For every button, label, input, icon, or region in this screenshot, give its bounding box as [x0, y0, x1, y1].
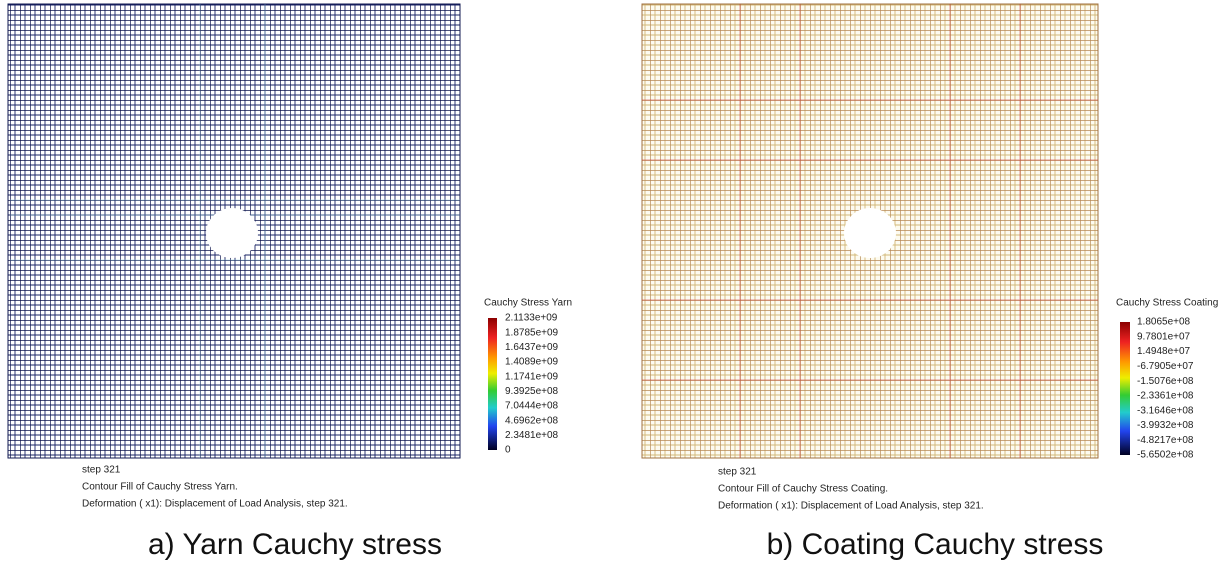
subfigure-label: a) Yarn Cauchy stress [148, 528, 442, 561]
legend-label: 1.1741e+09 [505, 371, 559, 382]
legend-label: 1.8065e+08 [1137, 317, 1191, 328]
page: Cauchy Stress Yarn 2.1133e+09 1.8785e+09 1.… [0, 0, 1232, 566]
legend-label: 1.4089e+09 [505, 357, 559, 368]
legend-label: 1.6437e+09 [505, 342, 559, 353]
legend-label: 1.8785e+09 [505, 327, 559, 338]
caption-line: Contour Fill of Cauchy Stress Yarn. [82, 482, 238, 493]
legend-label: -4.8217e+08 [1137, 435, 1194, 446]
legend-label: 2.3481e+08 [505, 430, 559, 441]
legend-label: -2.3361e+08 [1137, 391, 1194, 402]
legend-label: 0 [505, 445, 511, 456]
legend-label: 9.3925e+08 [505, 386, 559, 397]
legend-label: 2.1133e+09 [505, 313, 558, 324]
caption-line: Deformation ( x1): Displacement of Load … [82, 499, 348, 510]
color-bar [1120, 322, 1130, 455]
color-bar [488, 318, 497, 450]
figure: Cauchy Stress Yarn 2.1133e+09 1.8785e+09 1.… [0, 0, 1232, 566]
legend-label: -3.9932e+08 [1137, 420, 1194, 431]
legend-label: 1.4948e+07 [1137, 346, 1191, 357]
subfigure-label: b) Coating Cauchy stress [767, 528, 1104, 561]
legend-label: 7.0444e+08 [505, 401, 559, 412]
legend-title: Cauchy Stress Yarn [484, 298, 572, 309]
legend-label: 9.7801e+07 [1137, 331, 1191, 342]
legend-label: 4.6962e+08 [505, 415, 559, 426]
legend-label: -1.5076e+08 [1137, 376, 1194, 387]
caption-line: step 321 [718, 467, 757, 478]
hole [206, 208, 258, 258]
caption-line: Contour Fill of Cauchy Stress Coating. [718, 484, 888, 495]
caption-line: Deformation ( x1): Displacement of Load … [718, 501, 984, 512]
legend-label: -6.7905e+07 [1137, 361, 1194, 372]
legend-title: Cauchy Stress Coating [1116, 298, 1218, 309]
legend-label: -5.6502e+08 [1137, 450, 1194, 461]
legend-label: -3.1646e+08 [1137, 405, 1194, 416]
caption-line: step 321 [82, 465, 121, 476]
hole [844, 208, 896, 258]
